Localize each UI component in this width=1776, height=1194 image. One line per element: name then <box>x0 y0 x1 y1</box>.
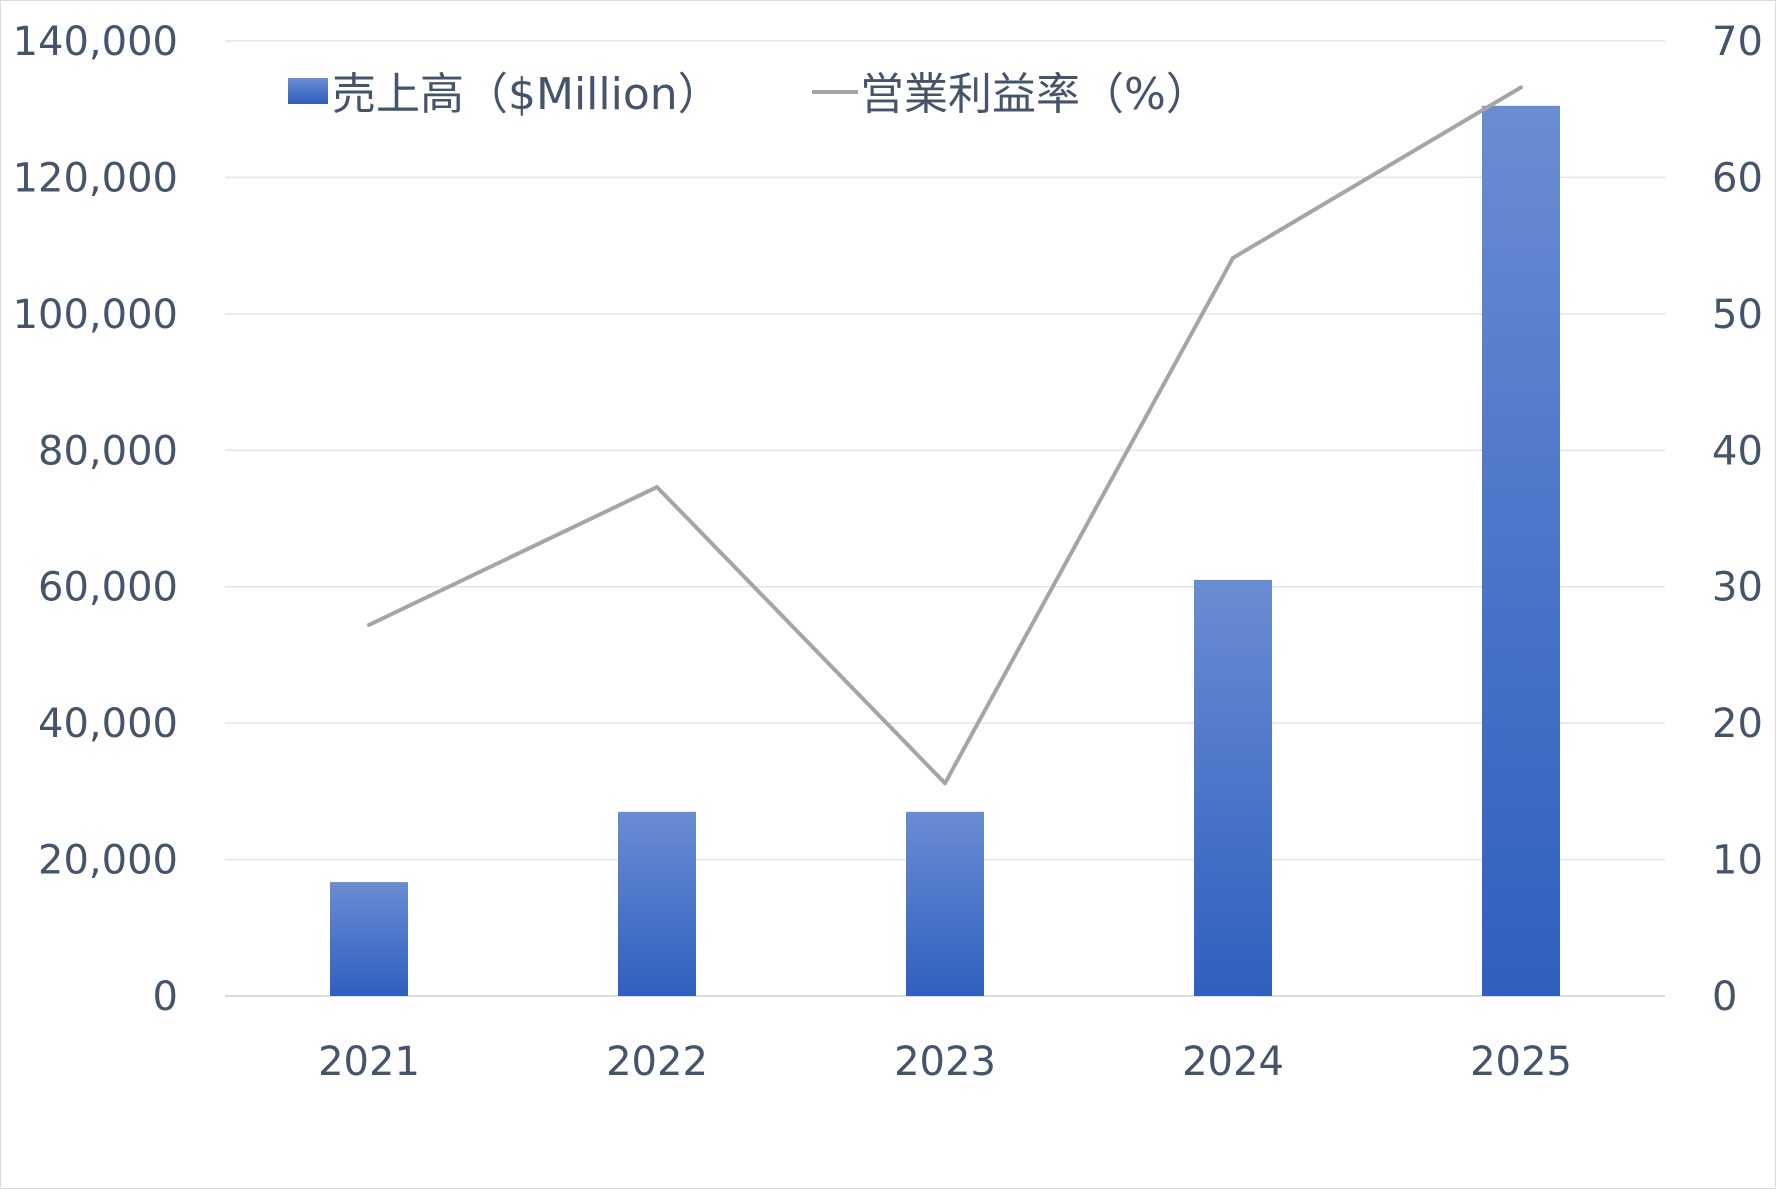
operating-margin-point <box>1519 85 1523 90</box>
x-axis-tick-label: 2025 <box>1470 1039 1572 1085</box>
left-axis-tick-label: 100,000 <box>13 292 178 338</box>
bar-series <box>330 105 1560 996</box>
left-axis-tick-label: 120,000 <box>13 155 178 201</box>
right-axis-tick-label: 40 <box>1712 428 1763 474</box>
legend-bar-label: 売上高（$Million） <box>332 69 722 120</box>
right-axis-tick-label: 20 <box>1712 701 1763 747</box>
left-axis-tick-label: 0 <box>153 974 178 1020</box>
legend: 売上高（$Million） 営業利益率（%） <box>288 69 1210 120</box>
operating-margin-point <box>655 485 659 490</box>
x-axis: 2021 2022 2023 2024 2025 <box>318 1039 1572 1085</box>
right-axis-tick-label: 50 <box>1712 292 1763 338</box>
x-axis-tick-label: 2024 <box>1182 1039 1284 1085</box>
revenue-bar <box>618 811 696 996</box>
right-axis-tick-label: 70 <box>1712 19 1763 65</box>
x-axis-tick-label: 2021 <box>318 1039 420 1085</box>
right-y-axis: 0 10 20 30 40 50 60 70 <box>1712 19 1763 1020</box>
left-axis-tick-label: 20,000 <box>38 838 178 884</box>
left-axis-tick-label: 40,000 <box>38 701 178 747</box>
right-axis-tick-label: 10 <box>1712 838 1763 884</box>
revenue-bar <box>1194 579 1272 996</box>
right-axis-tick-label: 30 <box>1712 565 1763 611</box>
legend-bar-swatch <box>288 78 328 104</box>
left-y-axis: 0 20,000 40,000 60,000 80,000 100,000 120,000 1… <box>13 19 178 1020</box>
gridlines <box>225 40 1665 997</box>
x-axis-tick-label: 2022 <box>606 1039 708 1085</box>
operating-margin-point <box>367 622 371 627</box>
line-series <box>367 85 1523 786</box>
revenue-bar <box>1482 105 1560 996</box>
left-axis-tick-label: 80,000 <box>38 428 178 474</box>
x-axis-tick-label: 2023 <box>894 1039 996 1085</box>
legend-line-label: 営業利益率（%） <box>860 69 1210 120</box>
right-axis-tick-label: 0 <box>1712 974 1737 1020</box>
operating-margin-point <box>1231 255 1235 260</box>
operating-margin-point <box>943 781 947 786</box>
right-axis-tick-label: 60 <box>1712 155 1763 201</box>
left-axis-tick-label: 60,000 <box>38 565 178 611</box>
revenue-bar <box>906 811 984 996</box>
revenue-bar <box>330 882 408 996</box>
left-axis-tick-label: 140,000 <box>13 19 178 65</box>
